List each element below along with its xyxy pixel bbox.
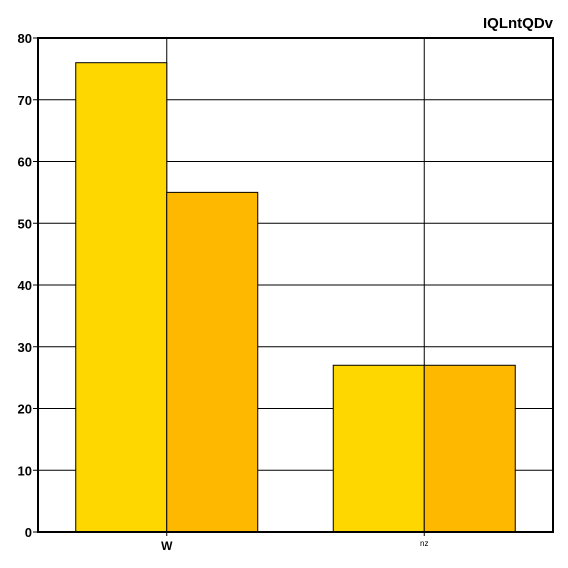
bar: [166, 191, 259, 533]
y-tick-label: 40: [18, 278, 32, 293]
x-tick-label: W: [161, 539, 173, 553]
plot-border: [37, 37, 554, 533]
x-tick-label: nz: [420, 539, 428, 548]
bar: [423, 364, 516, 533]
y-tick-label: 20: [18, 402, 32, 417]
y-tick-label: 0: [25, 525, 32, 540]
axes: [33, 37, 554, 536]
tick-labels: 0 10 20 30 40 50 60 70 80 W nz: [18, 31, 429, 553]
y-tick-label: 70: [18, 93, 32, 108]
chart-title: IQLntQDv: [483, 15, 554, 32]
y-tick-label: 80: [18, 31, 32, 46]
y-tick-label: 60: [18, 155, 32, 170]
bar: [332, 364, 425, 533]
bar: [75, 62, 168, 533]
y-tick-label: 10: [18, 463, 32, 478]
bars: [75, 62, 516, 533]
y-tick-label: 30: [18, 340, 32, 355]
y-tick-label: 50: [18, 216, 32, 231]
